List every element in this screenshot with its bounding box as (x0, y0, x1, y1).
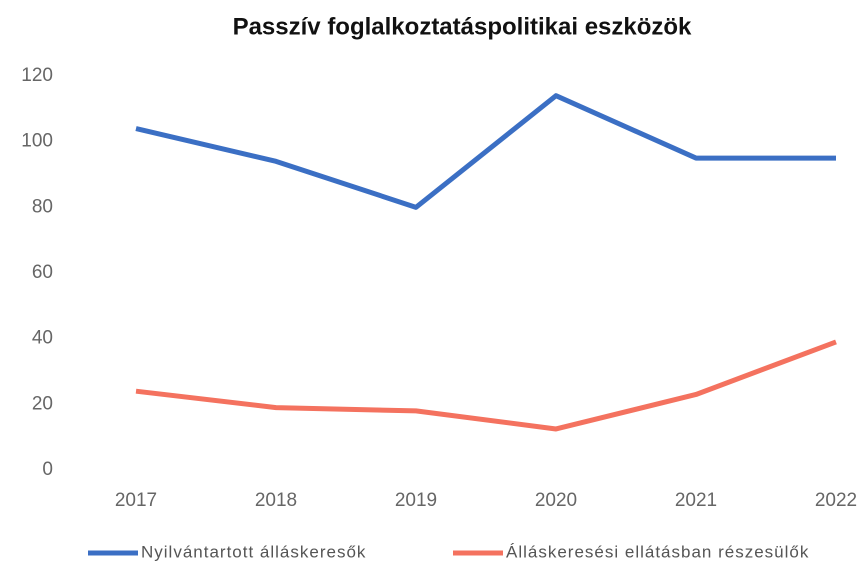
legend-label: Nyilvántartott álláskeresők (141, 542, 366, 561)
chart-title: Passzív foglalkoztatáspolitikai eszközök (233, 13, 692, 40)
x-tick-label: 2021 (675, 490, 717, 511)
series-line (135, 93, 836, 210)
y-tick-label: 100 (21, 131, 53, 152)
legend-label: Álláskeresési ellátásban részesülők (506, 542, 809, 561)
x-tick-label: 2018 (255, 490, 297, 511)
x-tick-label: 2020 (535, 490, 577, 511)
y-tick-label: 40 (32, 328, 53, 349)
y-tick-label: 0 (42, 459, 53, 480)
y-tick-label: 20 (32, 393, 53, 414)
series-line (135, 339, 837, 432)
y-tick-label: 60 (32, 262, 53, 283)
y-tick-label: 120 (21, 65, 53, 86)
y-tick-label: 80 (32, 196, 53, 217)
x-tick-label: 2017 (115, 490, 157, 511)
x-tick-label: 2022 (815, 490, 857, 511)
x-tick-label: 2019 (395, 490, 437, 511)
